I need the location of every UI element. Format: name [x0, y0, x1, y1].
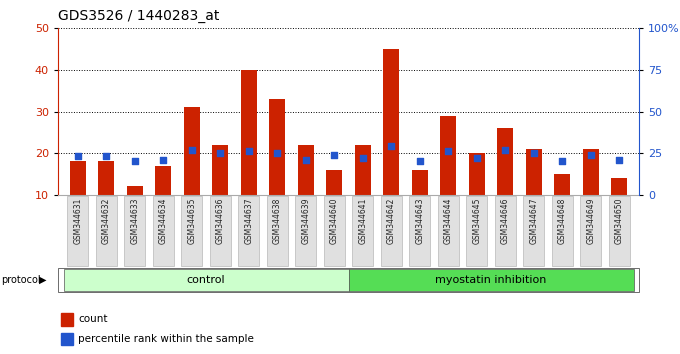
Bar — [99, 161, 114, 195]
Point — [357, 155, 368, 161]
Bar — [611, 178, 627, 195]
Bar — [554, 174, 570, 195]
Bar — [412, 170, 428, 195]
FancyBboxPatch shape — [324, 196, 345, 266]
Point — [500, 147, 511, 153]
Bar — [269, 99, 285, 195]
Bar — [70, 161, 86, 195]
Bar — [469, 153, 485, 195]
Point — [471, 155, 482, 161]
FancyBboxPatch shape — [153, 196, 173, 266]
Point — [272, 150, 283, 156]
Point — [414, 159, 425, 164]
FancyBboxPatch shape — [438, 196, 458, 266]
Text: percentile rank within the sample: percentile rank within the sample — [78, 334, 254, 344]
Text: ▶: ▶ — [39, 275, 47, 285]
Point — [158, 157, 169, 162]
FancyBboxPatch shape — [96, 196, 116, 266]
Text: GSM344639: GSM344639 — [301, 198, 310, 244]
Bar — [526, 149, 541, 195]
Bar — [441, 116, 456, 195]
Point — [585, 152, 596, 158]
Bar — [326, 170, 342, 195]
Point — [557, 159, 568, 164]
Text: GSM344641: GSM344641 — [358, 198, 367, 244]
FancyBboxPatch shape — [524, 196, 544, 266]
Point — [329, 152, 340, 158]
Bar — [156, 166, 171, 195]
Point — [186, 147, 197, 153]
FancyBboxPatch shape — [124, 196, 145, 266]
Text: GDS3526 / 1440283_at: GDS3526 / 1440283_at — [58, 9, 219, 23]
FancyBboxPatch shape — [239, 196, 259, 266]
Text: GSM344643: GSM344643 — [415, 198, 424, 244]
Text: GSM344634: GSM344634 — [158, 198, 168, 244]
Point — [301, 157, 311, 162]
Text: GSM344644: GSM344644 — [444, 198, 453, 244]
Bar — [241, 70, 256, 195]
Bar — [384, 49, 399, 195]
Text: GSM344646: GSM344646 — [500, 198, 510, 244]
Bar — [63, 269, 349, 291]
Point — [443, 149, 454, 154]
Text: GSM344645: GSM344645 — [472, 198, 481, 244]
Bar — [497, 128, 513, 195]
Text: GSM344638: GSM344638 — [273, 198, 282, 244]
Text: GSM344640: GSM344640 — [330, 198, 339, 244]
FancyBboxPatch shape — [495, 196, 515, 266]
FancyBboxPatch shape — [381, 196, 401, 266]
Point — [215, 150, 226, 156]
FancyBboxPatch shape — [466, 196, 487, 266]
Text: count: count — [78, 314, 107, 325]
Bar — [212, 145, 228, 195]
Text: control: control — [187, 275, 225, 285]
Text: GSM344636: GSM344636 — [216, 198, 225, 244]
Point — [101, 154, 112, 159]
FancyBboxPatch shape — [581, 196, 601, 266]
FancyBboxPatch shape — [182, 196, 202, 266]
Bar — [583, 149, 598, 195]
Bar — [349, 269, 634, 291]
Bar — [127, 186, 143, 195]
Point — [72, 154, 83, 159]
Text: GSM344631: GSM344631 — [73, 198, 82, 244]
Bar — [184, 107, 200, 195]
Text: GSM344637: GSM344637 — [244, 198, 253, 244]
FancyBboxPatch shape — [409, 196, 430, 266]
Text: GSM344642: GSM344642 — [387, 198, 396, 244]
FancyBboxPatch shape — [67, 196, 88, 266]
Point — [528, 150, 539, 156]
Text: GSM344635: GSM344635 — [187, 198, 197, 244]
Text: GSM344632: GSM344632 — [102, 198, 111, 244]
Text: myostatin inhibition: myostatin inhibition — [435, 275, 547, 285]
Text: GSM344647: GSM344647 — [529, 198, 539, 244]
FancyBboxPatch shape — [267, 196, 288, 266]
Bar — [61, 333, 73, 346]
FancyBboxPatch shape — [210, 196, 231, 266]
Text: protocol: protocol — [1, 275, 40, 285]
FancyBboxPatch shape — [609, 196, 630, 266]
Bar — [298, 145, 313, 195]
FancyBboxPatch shape — [352, 196, 373, 266]
Point — [129, 159, 140, 164]
Bar — [61, 313, 73, 326]
Text: GSM344633: GSM344633 — [131, 198, 139, 244]
FancyBboxPatch shape — [296, 196, 316, 266]
Point — [243, 149, 254, 154]
Bar — [355, 145, 371, 195]
Text: GSM344649: GSM344649 — [586, 198, 595, 244]
FancyBboxPatch shape — [552, 196, 573, 266]
Text: GSM344648: GSM344648 — [558, 198, 566, 244]
Point — [614, 157, 625, 162]
Text: GSM344650: GSM344650 — [615, 198, 624, 244]
Point — [386, 144, 396, 149]
